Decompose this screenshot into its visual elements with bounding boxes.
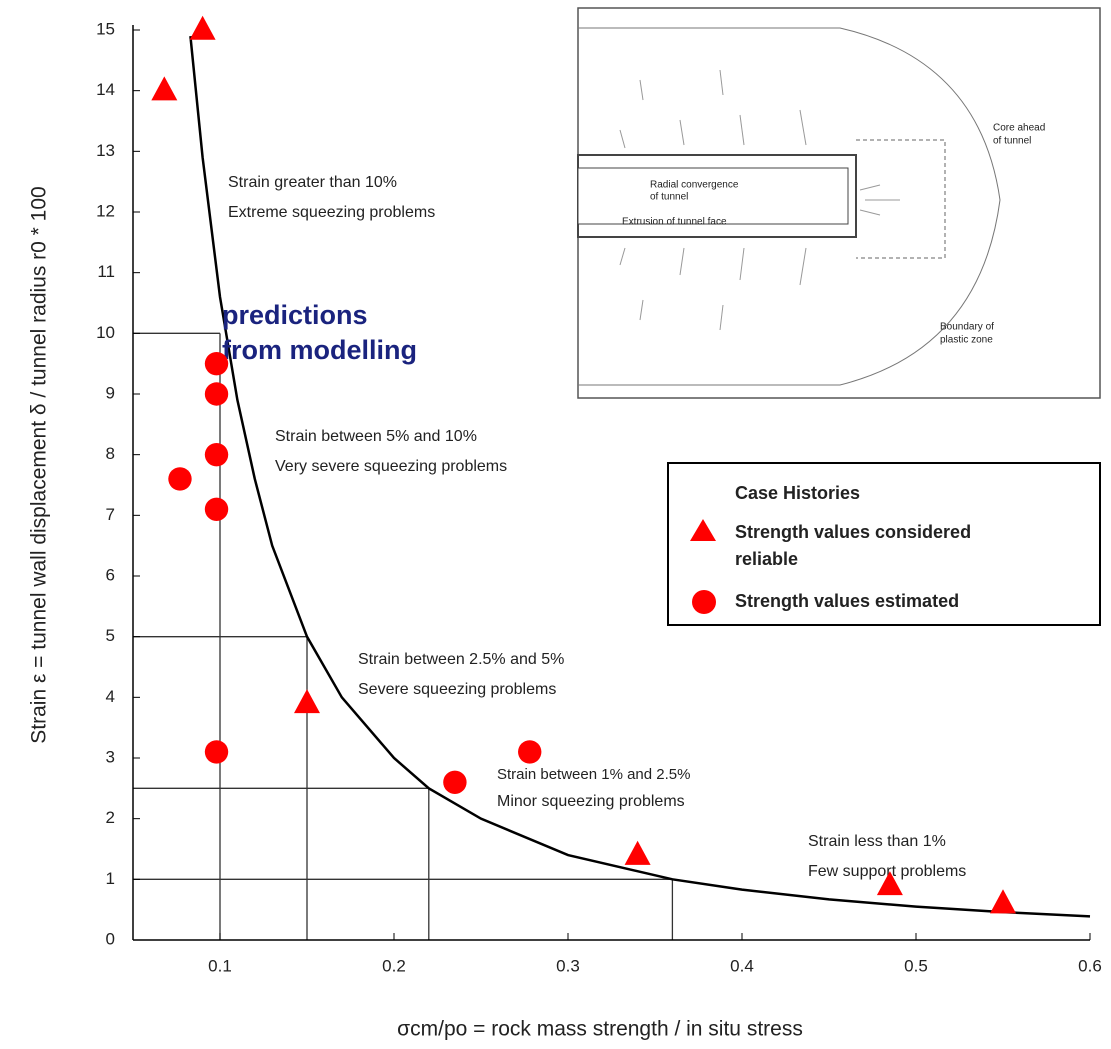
region-label: Minor squeezing problems: [497, 793, 685, 810]
inset-label: Extrusion of tunnel face: [622, 217, 727, 228]
triangle-marker: [189, 15, 216, 40]
x-tick-label: 0.1: [208, 956, 232, 975]
circle-marker: [443, 770, 467, 794]
inset-label: of tunnel: [993, 136, 1031, 147]
y-tick-label: 6: [106, 565, 115, 584]
x-tick-label: 0.6: [1078, 956, 1102, 975]
region-label: Extreme squeezing problems: [228, 204, 435, 221]
core: [856, 139, 946, 259]
legend-label: Strength values considered reliable: [735, 522, 971, 569]
region-label: Few support problems: [808, 863, 966, 880]
legend-label-line: reliable: [735, 549, 798, 569]
model-note: from modelling: [222, 335, 417, 365]
y-tick-label: 13: [96, 141, 115, 160]
y-tick-label: 10: [96, 323, 115, 342]
x-tick-label: 0.5: [904, 956, 928, 975]
circle-marker: [168, 467, 192, 491]
region-label: Strain between 2.5% and 5%: [358, 651, 564, 668]
y-tick-label: 2: [106, 808, 115, 827]
inset-label: Boundary of: [940, 322, 994, 333]
legend-box: [667, 462, 1101, 626]
inset-label: plastic zone: [940, 335, 993, 346]
triangle-marker: [624, 840, 651, 865]
y-tick-label: 11: [97, 262, 115, 281]
y-tick-label: 3: [106, 747, 115, 766]
legend-label: Strength values estimated: [735, 591, 959, 611]
region-label: Strain between 5% and 10%: [275, 428, 477, 445]
y-tick-label: 4: [106, 687, 115, 706]
region-label: Strain less than 1%: [808, 833, 946, 850]
circle-marker: [204, 442, 229, 467]
triangle-marker: [294, 689, 320, 714]
circle-marker: [204, 497, 229, 521]
region-label: Strain between 1% and 2.5%: [497, 766, 690, 783]
plastic-zone: [578, 27, 1001, 386]
circle-marker: [204, 382, 229, 406]
triangle-marker: [990, 889, 1016, 914]
x-tick-label: 0.4: [730, 956, 754, 975]
region-label: Severe squeezing problems: [358, 681, 556, 698]
x-tick-label: 0.3: [556, 956, 580, 975]
displacement-vectors: [619, 69, 900, 331]
y-tick-label: 1: [106, 869, 115, 888]
x-axis-label: σcm/po = rock mass strength / in situ st…: [397, 1018, 803, 1041]
circle-marker: [204, 740, 229, 764]
circle-marker: [518, 740, 542, 764]
y-tick-label: 8: [106, 444, 115, 463]
x-tick-label: 0.2: [382, 956, 406, 975]
legend-label-line: Strength values considered: [735, 522, 971, 542]
triangle-marker: [876, 871, 903, 896]
y-tick-label: 14: [96, 80, 115, 99]
legend-title: Case Histories: [735, 483, 860, 503]
legend-circle: [692, 590, 716, 614]
model-note: predictions: [222, 300, 368, 330]
y-tick-label: 15: [96, 19, 115, 38]
inset-label: Core ahead: [993, 123, 1045, 134]
y-axis-label: Strain ε = tunnel wall displacement δ / …: [28, 186, 51, 743]
y-tick-label: 12: [96, 201, 115, 220]
y-tick-label: 9: [106, 383, 115, 402]
inset-label: Radial convergence: [650, 180, 739, 191]
y-tick-label: 5: [106, 626, 115, 645]
inset-diagram: [577, 7, 1101, 399]
fitted-curve: [189, 35, 1091, 918]
triangle-marker: [151, 76, 178, 101]
region-label: Strain greater than 10%: [228, 174, 397, 191]
tunnel-inner: [577, 167, 849, 225]
y-tick-label: 7: [106, 505, 115, 524]
y-tick-label: 0: [106, 929, 115, 948]
inset-label: of tunnel: [650, 192, 688, 203]
legend-triangle: [690, 519, 716, 541]
region-label: Very severe squeezing problems: [275, 458, 507, 475]
circle-marker: [204, 351, 229, 376]
